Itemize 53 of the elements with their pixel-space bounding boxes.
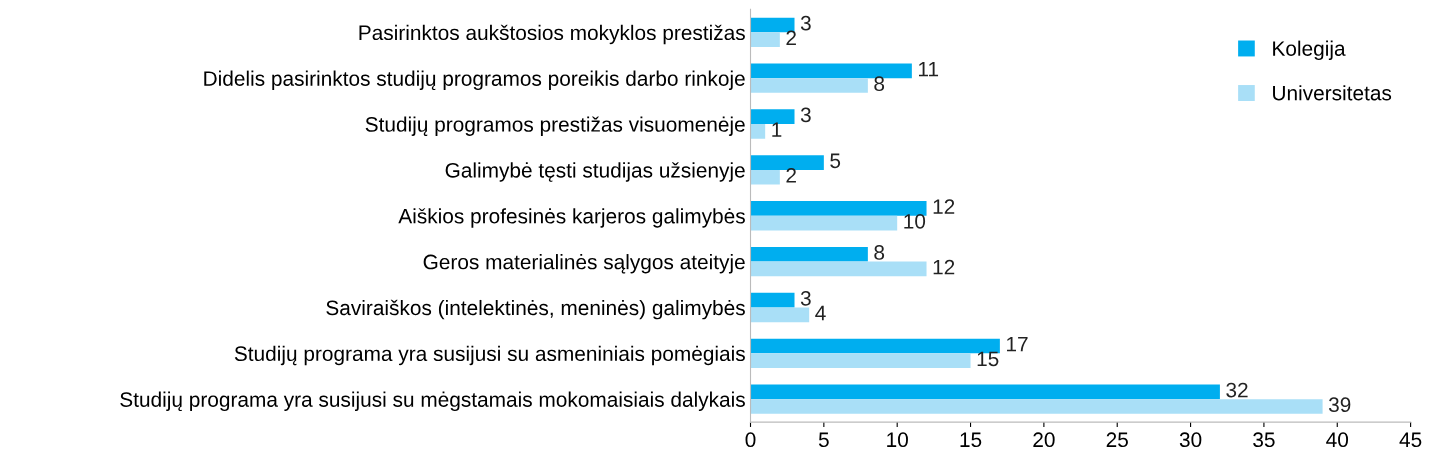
- bar: [750, 399, 1323, 414]
- legend-label: Universitetas: [1273, 85, 1392, 101]
- y-tick-label: Studijų programa yra susijusi su mėgstamais mokomaisiais dalykais: [120, 391, 745, 412]
- legend-label: Kolegija: [1273, 40, 1346, 61]
- bar: [750, 215, 898, 231]
- x-tick-label: 20: [1033, 432, 1055, 448]
- bar: [750, 292, 795, 308]
- bar: [750, 246, 868, 262]
- data-label: 3: [800, 107, 811, 123]
- bar: [750, 124, 766, 139]
- data-label: 2: [786, 30, 796, 46]
- x-tick-label: 5: [818, 432, 829, 448]
- bar: [750, 261, 927, 277]
- data-label: 32: [1226, 382, 1248, 398]
- y-tick-label: Didelis pasirinktos studijų programos poreikis darbo rinkoje: [204, 70, 745, 91]
- data-label: 4: [815, 305, 826, 321]
- x-tick-label: 15: [960, 432, 982, 448]
- bar: [750, 353, 971, 368]
- x-tick-label: 45: [1399, 432, 1422, 448]
- x-tick-label: 30: [1179, 432, 1202, 448]
- y-tick-label: Galimybė tęsti studijas užsienyje: [445, 162, 745, 182]
- data-label: 5: [830, 153, 841, 169]
- y-tick-label: Saviraiškos (intelektinės, meninės) galimybės: [326, 299, 745, 320]
- bar: [750, 32, 780, 47]
- data-label: 15: [977, 351, 999, 367]
- bar: [750, 169, 780, 185]
- data-label: 39: [1328, 397, 1351, 413]
- bar: [750, 155, 824, 170]
- data-label: 3: [800, 290, 811, 306]
- bar: [750, 201, 927, 216]
- data-label: 12: [933, 199, 955, 214]
- x-tick-label: 10: [887, 432, 908, 448]
- x-tick-label: 40: [1326, 432, 1349, 448]
- y-tick-label: Aiškios profesinės karjeros galimybės: [398, 208, 745, 228]
- y-tick-label: Studijų programos prestižas visuomenėje: [365, 116, 745, 136]
- y-tick-label: Studijų programa yra susijusi su asmeniniais pomėgiais: [234, 345, 745, 366]
- y-tick-label: Geros materialinės sąlygos ateityje: [423, 254, 745, 274]
- data-label: 17: [1007, 337, 1028, 352]
- data-label: 2: [786, 168, 796, 183]
- x-tick-label: 25: [1106, 432, 1128, 448]
- data-label: 12: [933, 259, 955, 275]
- data-label: 11: [919, 61, 939, 77]
- x-tick-label: 0: [745, 432, 756, 448]
- data-label: 3: [800, 15, 811, 31]
- bar: [750, 307, 810, 323]
- data-label: 10: [904, 213, 926, 229]
- bar: [750, 78, 868, 93]
- data-label: 8: [874, 76, 885, 92]
- x-tick-label: 35: [1253, 432, 1275, 448]
- data-label: 8: [874, 245, 885, 260]
- bar: [750, 384, 1220, 400]
- y-tick-label: Pasirinktos aukštosios mokyklos prestižas: [359, 24, 745, 45]
- data-label: 1: [772, 122, 782, 137]
